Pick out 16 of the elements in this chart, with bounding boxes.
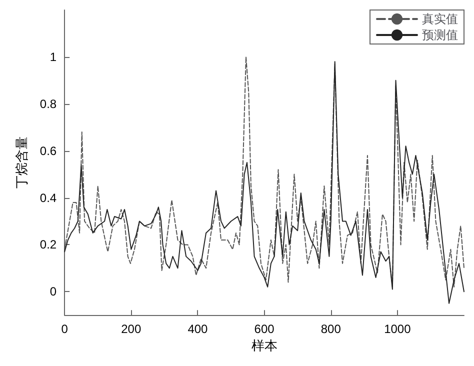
y-tick-label: 1 xyxy=(50,50,57,64)
x-axis-title: 样本 xyxy=(251,339,278,354)
x-tick-label: 600 xyxy=(254,322,275,336)
y-tick-label: 0.2 xyxy=(40,238,57,252)
legend-label: 真实值 xyxy=(422,12,458,26)
x-tick-label: 1000 xyxy=(384,322,412,336)
x-tick-label: 200 xyxy=(121,322,142,336)
y-tick-label: 0.4 xyxy=(40,190,57,205)
x-tick-label: 0 xyxy=(61,322,68,336)
y-tick-label: 0.6 xyxy=(40,144,57,158)
legend-label: 预测值 xyxy=(422,28,458,42)
x-tick-label: 800 xyxy=(320,322,342,336)
y-tick-label: 0 xyxy=(50,284,57,299)
y-axis-title: 丁烷含量 xyxy=(15,136,30,189)
x-tick-label: 400 xyxy=(188,322,208,336)
y-tick-label: 0.8 xyxy=(40,96,57,111)
